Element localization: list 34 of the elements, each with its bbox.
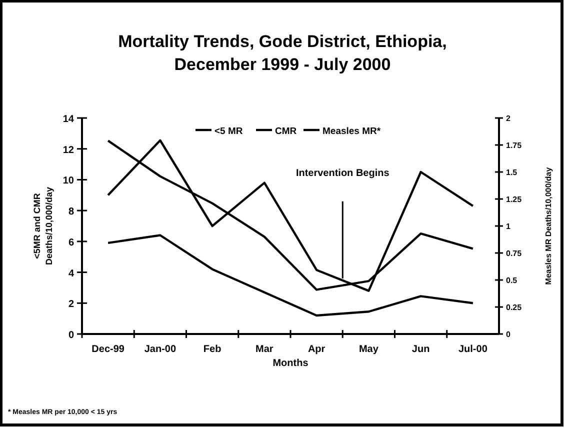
y-axis-title: <5MR and CMR Deaths/10,000/day bbox=[32, 186, 54, 266]
y-tick-label: 10 bbox=[62, 176, 74, 187]
x-tick-label: Dec-99 bbox=[92, 344, 125, 355]
y2-axis-title: Measles MR Deaths/10,000/day bbox=[544, 166, 553, 285]
y2-tick-label: 1.25 bbox=[506, 195, 522, 204]
x-tick-label: May bbox=[358, 344, 379, 355]
y-tick-label: 12 bbox=[62, 144, 74, 156]
x-tick-label: Jun bbox=[412, 344, 430, 355]
x-tick-label: Apr bbox=[308, 344, 326, 355]
y2-tick-label: 0.25 bbox=[506, 303, 522, 312]
legend-label: CMR bbox=[275, 126, 297, 137]
legend-label: <5 MR bbox=[214, 126, 243, 137]
y2-tick-label: 0.75 bbox=[506, 249, 522, 258]
y2-tick-label: 0.5 bbox=[506, 276, 518, 285]
line-series bbox=[106, 234, 474, 317]
x-axis-title: Months bbox=[272, 358, 309, 369]
y-tick-label: 4 bbox=[68, 268, 74, 280]
y2-tick-label: 1 bbox=[506, 222, 511, 231]
x-tick-label: Jan-00 bbox=[144, 344, 176, 355]
chart-title: Mortality Trends, Gode District, Ethiopia, December 1999 - July 2000 bbox=[118, 32, 447, 74]
legend-label: Measles MR* bbox=[322, 126, 381, 137]
y-tick-label: 14 bbox=[62, 114, 74, 125]
annotation: Intervention Begins bbox=[296, 168, 390, 179]
y-tick-label: 0 bbox=[68, 330, 74, 341]
x-tick-label: Mar bbox=[256, 344, 274, 355]
y2-tick-label: 0 bbox=[506, 330, 511, 339]
y-tick-label: 6 bbox=[68, 237, 74, 248]
x-tick-label: Feb bbox=[203, 344, 222, 355]
y-tick-label: 2 bbox=[68, 299, 74, 310]
x-tick-label: Jul-00 bbox=[458, 344, 488, 355]
y2-tick-label: 1.5 bbox=[506, 168, 518, 177]
y2-tick-label: 1.75 bbox=[506, 141, 522, 150]
y-tick-label: 8 bbox=[68, 206, 74, 218]
y2-tick-label: 2 bbox=[506, 114, 511, 123]
